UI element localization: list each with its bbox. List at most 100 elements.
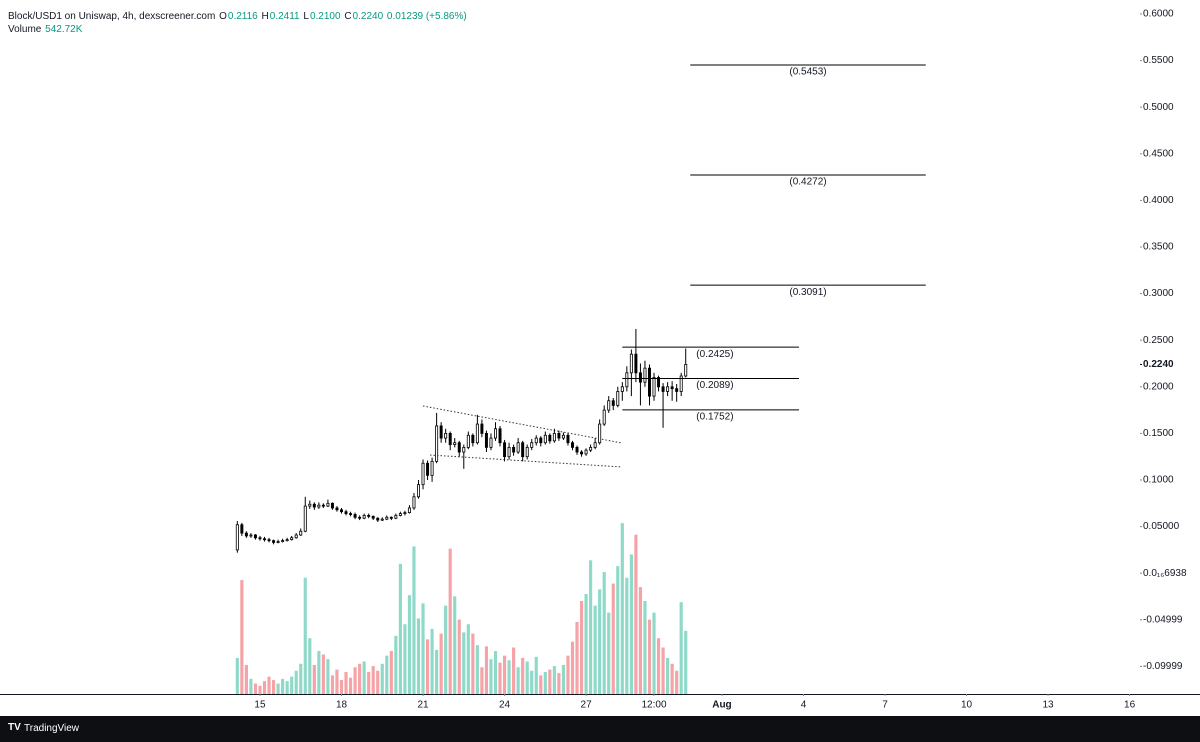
volume-bar [348,677,353,694]
volume-bar [407,595,412,694]
ohlc-key: O [219,11,227,22]
ohlc-value: 0.2116 [227,11,258,22]
y-tick-label: -0.04999 [1143,614,1183,625]
candle-body [557,433,561,439]
y-tick-label: 0.5500 [1143,55,1174,66]
volume-bar [235,657,239,694]
volume-bar [575,621,579,694]
volume-bar [448,548,452,694]
candle-body [471,434,475,444]
x-tick-label: 13 [1042,700,1054,711]
candle-body [403,512,407,515]
volume-bar [607,612,611,694]
x-tick-label: 12:00 [642,700,667,711]
volume-bar [666,657,670,694]
x-tick-label: 10 [961,700,973,711]
x-tick-label: 27 [581,700,593,711]
last-price-label: 0.2240 [1143,359,1174,370]
trend-line [422,405,623,444]
candle-body [634,353,638,374]
candle-body [294,534,298,539]
volume-bar [521,657,525,694]
x-tick-label: 18 [336,700,348,711]
candle-body [525,446,529,458]
volume-bar [416,618,421,694]
legend-row: Volume 542.72K [8,23,468,36]
level-label: (0.1752) [696,412,733,423]
volume-bar [643,601,647,694]
volume-bar [457,619,461,694]
legend-row: Block/USD1 on Uniswap, 4h, dexscreener.c… [8,10,468,23]
candle-body [353,514,357,518]
volume-bar [625,577,629,694]
candle-body [625,372,629,388]
candle-body [344,511,348,514]
ohlc-key: C [344,11,352,22]
x-tick-label: 21 [417,700,429,711]
volume-bar [557,673,561,694]
volume-bar [444,605,448,694]
candle-body [561,434,565,439]
candle-body [276,541,280,543]
volume-bar [453,596,457,694]
volume-bar [299,663,303,694]
volume-bar [638,587,643,694]
ohlc-key: L [303,11,309,22]
volume-bar [258,685,262,694]
volume-bar [661,647,665,694]
volume-bar [425,639,430,694]
candle-body [389,516,393,519]
volume-bar [412,546,416,694]
volume-bar [530,670,534,694]
candle-body [575,446,579,453]
ohlc-value: 0.2100 [309,11,341,22]
candle-body [340,509,343,513]
volume-bar [543,671,547,694]
volume-bar [471,633,475,694]
volume-bar [534,656,538,694]
candle-body [543,434,547,444]
y-tick-label: 0.3000 [1143,288,1174,299]
volume-bar [561,664,566,694]
candle-body [584,449,588,455]
volume-bar [570,641,575,694]
volume-bar [294,670,298,694]
volume-bar [507,660,511,694]
candle-body [285,539,289,542]
volume-bar [516,667,520,694]
candle-body [263,538,266,541]
volume-bar [253,683,258,694]
volume-bar [281,678,285,694]
candle-body [530,442,534,448]
volume-bar [308,638,312,694]
volume-bar [262,681,267,694]
candle-body [240,524,244,534]
candle-body [448,433,452,445]
volume-bar [684,630,688,694]
y-tick-label: -0.09999 [1143,661,1183,672]
volume-bar [548,669,552,694]
candle-body [498,428,502,444]
candle-body [312,503,316,508]
candle-body [453,442,457,445]
volume-bar [335,669,339,694]
legend: Block/USD1 on Uniswap, 4h, dexscreener.c… [8,10,468,36]
candle-body [290,537,294,541]
volume-bar [380,663,384,694]
volume-bar [539,675,543,694]
candle-body [593,442,597,448]
candle-body [494,428,497,439]
candle-body [475,423,479,444]
candle-body [489,437,493,448]
candle-body [521,442,525,458]
volume-bar [394,635,398,694]
volume-bar [620,523,624,694]
candle-body [272,540,276,543]
candle-body [258,537,262,540]
x-tick-label: Aug [712,700,731,711]
volume-bar [629,554,633,694]
chart: 0.6000 0.5500 0.5000 0.4500 0.4000 0.3500 0.30… [0,9,1200,711]
candle-body [670,386,674,390]
y-tick-label: 0.6000 [1143,9,1174,20]
